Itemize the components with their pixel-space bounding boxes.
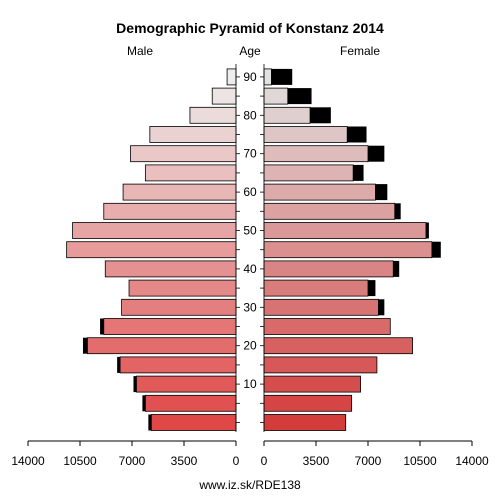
male-excess-10-14 — [133, 376, 137, 393]
male-bar-90+ — [226, 68, 237, 86]
chart-title: Demographic Pyramid of Konstanz 2014 — [116, 20, 384, 36]
male-x-tick-label: 7000 — [119, 454, 146, 468]
female-excess-90+ — [271, 68, 293, 85]
female-x-tick-label: 14000 — [455, 454, 489, 468]
male-excess-0-4 — [148, 414, 152, 431]
male-excess-5-9 — [142, 395, 146, 412]
footer-url[interactable]: www.iz.sk/RDE138 — [198, 478, 301, 492]
female-bars — [263, 68, 441, 431]
male-bars — [66, 68, 237, 431]
male-bar-30-34 — [121, 298, 237, 316]
age-tick-label: 40 — [243, 262, 257, 276]
male-bar-10-14 — [136, 375, 237, 393]
female-excess-45-49 — [431, 241, 441, 258]
female-bar-60-64 — [263, 183, 376, 201]
male-bar-45-49 — [66, 241, 237, 259]
female-excess-55-59 — [394, 203, 401, 220]
male-bar-70-74 — [130, 145, 237, 163]
male-bar-40-44 — [104, 260, 237, 278]
female-bar-25-29 — [263, 318, 391, 335]
male-bar-65-69 — [144, 164, 237, 182]
female-bar-0-4 — [263, 414, 347, 431]
male-x-tick-label: 3500 — [171, 454, 198, 468]
female-bar-45-49 — [263, 241, 433, 259]
female-bar-5-9 — [263, 394, 353, 412]
male-bar-80-84 — [189, 106, 237, 124]
female-x-tick-label: 7000 — [355, 454, 382, 468]
female-excess-75-79 — [347, 126, 367, 143]
female-bar-30-34 — [263, 298, 379, 316]
female-bar-80-84 — [263, 106, 311, 124]
female-x-tick-label: 10500 — [403, 454, 437, 468]
male-excess-25-29 — [100, 318, 104, 335]
male-bar-35-39 — [128, 279, 237, 297]
axes: 10 20 30 40 50 60 70 80 90 14000 10500 7000 3500 0 0 35… — [11, 64, 489, 468]
age-tick-label: 90 — [243, 70, 257, 84]
female-bar-15-19 — [263, 356, 378, 374]
male-x-tick-label: 14000 — [11, 454, 45, 468]
female-excess-70-74 — [368, 145, 385, 162]
male-bar-85-89 — [211, 87, 237, 105]
male-excess-20-24 — [82, 337, 88, 354]
female-bar-50-54 — [263, 222, 427, 239]
female-excess-60-64 — [375, 184, 388, 201]
age-tick-label: 80 — [243, 108, 257, 122]
female-excess-50-54 — [425, 222, 429, 239]
female-bar-65-69 — [263, 164, 354, 182]
male-bar-15-19 — [119, 356, 237, 374]
female-excess-40-44 — [393, 260, 400, 277]
male-label: Male — [127, 44, 153, 58]
age-label: Age — [239, 44, 261, 58]
age-tick-label: 60 — [243, 185, 257, 199]
female-bar-35-39 — [263, 279, 369, 297]
female-x-tick-label: 0 — [261, 454, 268, 468]
male-bar-5-9 — [144, 394, 237, 412]
female-bar-75-79 — [263, 126, 348, 143]
male-x-tick-label: 0 — [233, 454, 240, 468]
male-bar-75-79 — [149, 126, 237, 143]
female-bar-90+ — [263, 68, 272, 86]
female-excess-80-84 — [310, 107, 331, 124]
female-x-tick-label: 3500 — [303, 454, 330, 468]
female-bar-10-14 — [263, 375, 361, 393]
age-tick-label: 50 — [243, 224, 257, 238]
male-excess-15-19 — [117, 356, 121, 373]
female-bar-85-89 — [263, 87, 289, 105]
female-label: Female — [340, 44, 380, 58]
female-excess-35-39 — [368, 280, 376, 297]
female-excess-85-89 — [287, 88, 312, 105]
age-tick-label: 30 — [243, 300, 257, 314]
female-bar-55-59 — [263, 202, 396, 220]
female-excess-30-34 — [378, 299, 385, 316]
female-bar-70-74 — [263, 145, 369, 163]
male-bar-20-24 — [87, 337, 237, 355]
age-tick-label: 10 — [243, 377, 257, 391]
male-x-tick-label: 10500 — [63, 454, 97, 468]
female-bar-20-24 — [263, 337, 413, 355]
male-bar-50-54 — [72, 222, 237, 239]
male-bar-25-29 — [103, 318, 237, 335]
age-tick-label: 20 — [243, 339, 257, 353]
male-bar-60-64 — [122, 183, 237, 201]
female-excess-65-69 — [353, 164, 364, 181]
male-bar-0-4 — [150, 414, 237, 431]
male-bar-55-59 — [103, 202, 237, 220]
age-tick-label: 70 — [243, 147, 257, 161]
female-bar-40-44 — [263, 260, 394, 278]
